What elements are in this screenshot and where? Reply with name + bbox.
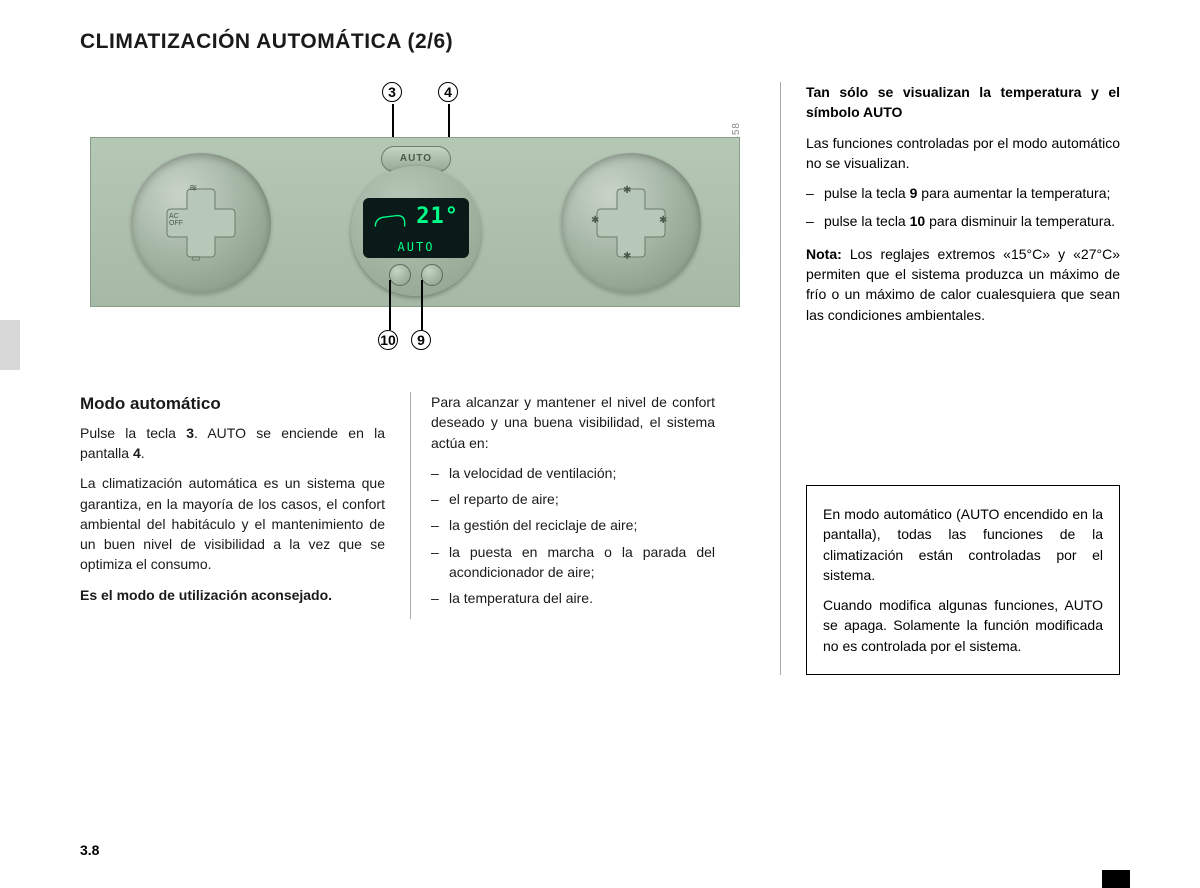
fan-icon-bottom: ✱ xyxy=(623,251,631,262)
content: 3 4 30458 ≋ ACOFF ▭ AUTO xyxy=(80,82,1130,675)
list-item: la puesta en marcha o la parada del acon… xyxy=(431,542,715,583)
callout-3: 3 xyxy=(382,82,402,102)
right-list: pulse la tecla 9 para aumentar la temper… xyxy=(806,183,1120,232)
fan-icon-left: ✱ xyxy=(591,215,599,226)
car-outline-icon xyxy=(371,210,409,232)
list-item: la gestión del reciclaje de aire; xyxy=(431,515,715,535)
control-panel: ≋ ACOFF ▭ AUTO 21° AUTO xyxy=(90,137,740,307)
callout-9: 9 xyxy=(411,330,431,350)
list-item: la velocidad de ventilación; xyxy=(431,463,715,483)
page-tab xyxy=(1102,870,1130,888)
list-item: pulse la tecla 10 para disminuir la temp… xyxy=(806,211,1120,231)
page-title: CLIMATIZACIÓN AUTOMÁTICA (2/6) xyxy=(80,30,1130,54)
column-3: Tan sólo se visualizan la temperatura y … xyxy=(780,82,1120,675)
box-p1: En modo automático (AUTO encendido en la… xyxy=(823,504,1103,585)
mode-auto-heading: Modo automático xyxy=(80,392,385,417)
side-tab xyxy=(0,320,20,370)
screen-temperature: 21° xyxy=(416,204,459,229)
screen-bezel: 21° AUTO xyxy=(351,166,481,296)
right-note: Nota: Los reglajes extremos «15°C» y «27… xyxy=(806,244,1120,325)
callout-line-10 xyxy=(389,280,391,330)
list-item: la temperatura del aire. xyxy=(431,588,715,608)
col2-list: la velocidad de ventilación; el reparto … xyxy=(431,463,715,609)
fan-icon-top: ✱ xyxy=(623,185,631,196)
list-item: el reparto de aire; xyxy=(431,489,715,509)
left-block: 3 4 30458 ≋ ACOFF ▭ AUTO xyxy=(80,82,780,675)
column-2: Para alcanzar y mantener el nivel de con… xyxy=(410,392,740,619)
callout-10: 10 xyxy=(378,330,398,350)
right-dial: ✱ ✱ ✱ ✱ xyxy=(561,153,701,293)
col1-p2: La climatización automática es un sistem… xyxy=(80,473,385,574)
list-item: pulse la tecla 9 para aumentar la temper… xyxy=(806,183,1120,203)
info-box: En modo automático (AUTO encendido en la… xyxy=(806,485,1120,675)
temp-up-button xyxy=(421,264,443,286)
callout-4: 4 xyxy=(438,82,458,102)
ac-off-icon: ACOFF xyxy=(169,213,183,227)
page-number: 3.8 xyxy=(80,842,99,858)
fan-icon-right: ✱ xyxy=(659,215,667,226)
screen-auto-label: AUTO xyxy=(363,240,469,254)
col1-p1: Pulse la tecla 3. AUTO se enciende en la… xyxy=(80,423,385,464)
col2-intro: Para alcanzar y mantener el nivel de con… xyxy=(431,392,715,453)
display-screen: 21° AUTO xyxy=(363,198,469,258)
temp-down-button xyxy=(389,264,411,286)
lower-columns: Modo automático Pulse la tecla 3. AUTO s… xyxy=(80,392,780,619)
center-module: AUTO 21° AUTO xyxy=(351,146,481,301)
box-p2: Cuando modifica algunas funciones, AUTO … xyxy=(823,595,1103,656)
column-1: Modo automático Pulse la tecla 3. AUTO s… xyxy=(80,392,410,619)
right-heading: Tan sólo se visualizan la temperatura y … xyxy=(806,82,1120,123)
rear-defrost-icon: ▭ xyxy=(191,253,200,264)
right-p1: Las funciones controladas por el modo au… xyxy=(806,133,1120,174)
left-dial: ≋ ACOFF ▭ xyxy=(131,153,271,293)
climate-panel-diagram: 3 4 30458 ≋ ACOFF ▭ AUTO xyxy=(80,82,760,372)
callout-line-9 xyxy=(421,280,423,330)
col1-p3: Es el modo de utilización aconsejado. xyxy=(80,585,385,605)
defrost-icon: ≋ xyxy=(189,183,197,194)
